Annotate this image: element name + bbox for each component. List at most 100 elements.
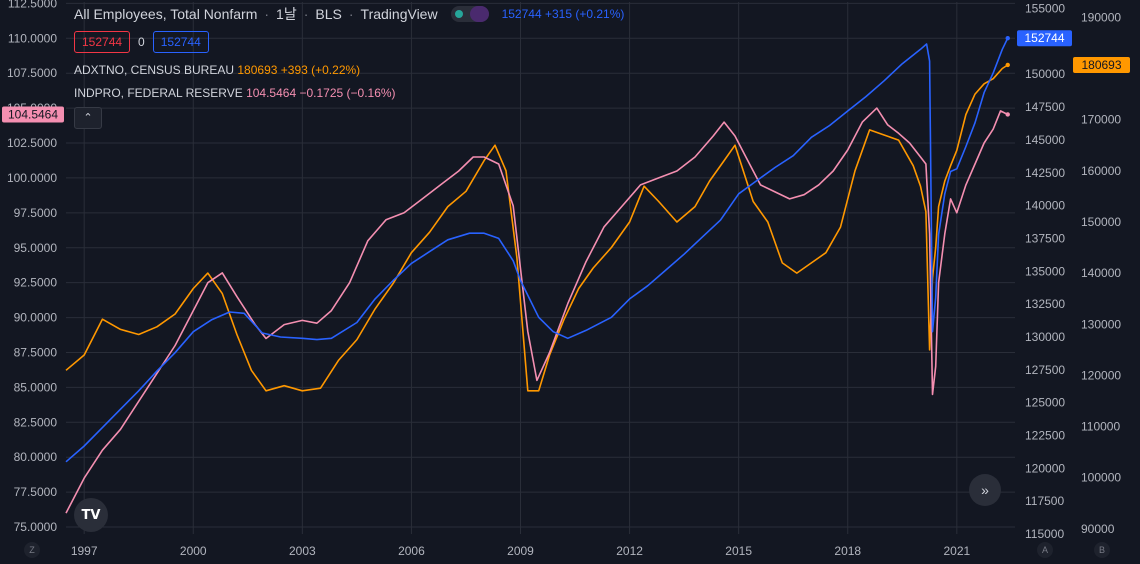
y-tick-label-left: 102.5000 <box>7 136 57 150</box>
adxtno-price-badge-bg <box>1073 56 1130 73</box>
y-tick-label-left: 90.0000 <box>14 311 58 325</box>
indpro-change: −0.1725 (−0.16%) <box>299 86 396 100</box>
series-lines <box>65 36 1010 514</box>
payems-price-badge-bg <box>1017 30 1072 47</box>
y-tick-label-right-inner: 137500 <box>1025 231 1065 245</box>
y-tick-label-right-outer: 130000 <box>1081 317 1121 331</box>
toggle-half <box>469 6 489 22</box>
y-tick-label-left: 87.5000 <box>14 345 58 359</box>
x-tick-label: 1997 <box>71 544 98 558</box>
chart-platform: TradingView <box>360 6 438 22</box>
y-tick-label-right-inner: 117500 <box>1025 494 1064 508</box>
chevron-up-icon: ⌃ <box>83 111 93 124</box>
y-tick-label-right-outer: 100000 <box>1081 471 1121 485</box>
y-tick-label-right-inner: 125000 <box>1025 396 1065 410</box>
market-status-toggle[interactable] <box>450 6 489 22</box>
payems-line-last-point <box>1005 36 1010 41</box>
chart-source: BLS <box>315 6 342 22</box>
y-tick-label-right-inner: 122500 <box>1025 428 1065 442</box>
y-tick-label-right-inner: 120000 <box>1025 461 1065 475</box>
legend-separator: · <box>348 6 354 22</box>
indpro-price-badge-label: 104.5464 <box>8 107 58 121</box>
adxtno-value: 180693 <box>237 63 278 77</box>
y-tick-label-right-inner: 140000 <box>1025 199 1065 213</box>
main-value-number: 152744 <box>501 7 542 21</box>
legend-collapse-button[interactable]: ⌃ <box>74 107 102 129</box>
y-tick-label-right-outer: 90000 <box>1081 522 1115 536</box>
y-tick-label-right-inner: 147500 <box>1025 100 1065 114</box>
indpro-line <box>65 107 1009 514</box>
status-dot-icon <box>454 10 463 18</box>
adxtno-change: +393 (+0.22%) <box>280 63 361 77</box>
y-tick-label-right-outer: 110000 <box>1081 420 1120 434</box>
main-value-change: +315 (+0.21%) <box>544 7 625 21</box>
x-tick-label: 2003 <box>289 544 316 558</box>
adxtno-price-badge-label: 180693 <box>1081 58 1121 72</box>
y-tick-label-right-inner: 132500 <box>1025 297 1065 311</box>
zoom-reset-button[interactable]: Z <box>24 542 40 558</box>
x-tick-label: 2021 <box>943 544 970 558</box>
y-tick-label-right-inner: 155000 <box>1025 2 1065 16</box>
indpro-line-last-point <box>1005 112 1010 117</box>
indpro-value: 104.5464 <box>246 86 297 100</box>
chart-title: All Employees, Total Nonfarm <box>74 6 258 22</box>
y-tick-label-right-outer: 120000 <box>1081 368 1121 382</box>
sell-price-box[interactable]: 152744 <box>74 31 131 53</box>
y-tick-label-right-outer: 170000 <box>1081 113 1121 127</box>
legend-separator: · <box>303 6 309 22</box>
main-series-value: 152744 +315 (+0.21%) <box>502 8 625 20</box>
scroll-to-realtime-button[interactable]: » <box>969 474 1001 506</box>
y-tick-label-left: 82.5000 <box>14 415 58 429</box>
x-tick-label: 2015 <box>725 544 752 558</box>
chart-legend: All Employees, Total Nonfarm · 1날 · BLS … <box>74 6 624 129</box>
legend-series-indpro[interactable]: INDPRO, FEDERAL RESERVE 104.5464 −0.1725… <box>74 87 624 99</box>
y-tick-label-right-inner: 145000 <box>1025 133 1065 147</box>
y-tick-label-left: 75.0000 <box>14 520 58 534</box>
payems-line <box>65 37 1009 463</box>
y-tick-label-right-outer: 160000 <box>1081 164 1121 178</box>
y-tick-label-right-inner: 142500 <box>1025 166 1065 180</box>
y-tick-label-right-outer: 150000 <box>1081 215 1121 229</box>
y-tick-label-right-inner: 150000 <box>1025 67 1065 81</box>
legend-separator: · <box>264 6 270 22</box>
y-tick-label-left: 95.0000 <box>14 241 58 255</box>
legend-series-adxtno[interactable]: ADXTNO, CENSUS BUREAU 180693 +393 (+0.22… <box>74 64 624 76</box>
y-tick-label-right-inner: 135000 <box>1025 264 1065 278</box>
price-badges: 152744 180693 104.5464 <box>2 30 1130 123</box>
adxtno-line-last-point <box>1005 62 1010 68</box>
grid <box>66 2 1015 534</box>
x-tick-label: 2018 <box>834 544 861 558</box>
indpro-price-badge-bg <box>2 106 64 123</box>
left-axis: 75.0000 77.5000 80.0000 82.5000 85.0000 87.50… <box>7 0 57 534</box>
chart-interval[interactable]: 1날 <box>276 6 297 22</box>
y-tick-label-right-inner: 115000 <box>1025 527 1064 541</box>
y-tick-label-left: 110.0000 <box>8 31 57 45</box>
payems-price-badge: 152744 <box>1017 30 1072 47</box>
y-tick-label-right-inner: 127500 <box>1025 363 1065 377</box>
y-tick-label-left: 77.5000 <box>14 485 58 499</box>
y-tick-label-right-outer: 190000 <box>1081 10 1121 24</box>
y-tick-label-left: 112.5000 <box>8 0 57 10</box>
indpro-name: INDPRO, FEDERAL RESERVE <box>74 86 243 100</box>
adxtno-price-badge: 180693 <box>1073 56 1130 73</box>
right-outer-axis: 90000 100000 110000 120000 130000 140000 15000… <box>1081 10 1121 536</box>
tradingview-logo[interactable]: TV <box>74 498 108 532</box>
x-axis: 1997 2000 2003 2006 2009 2012 2015 2018 2021 <box>71 544 971 558</box>
x-tick-label: 2009 <box>507 544 534 558</box>
buy-price-box[interactable]: 152744 <box>152 31 209 53</box>
y-tick-label-left: 92.5000 <box>14 276 58 290</box>
x-tick-label: 2006 <box>398 544 425 558</box>
y-tick-label-right-outer: 140000 <box>1081 266 1121 280</box>
double-chevron-right-icon: » <box>981 482 989 498</box>
x-tick-label: 2000 <box>180 544 207 558</box>
x-tick-label: 2012 <box>616 544 643 558</box>
spread-value: 0 <box>138 35 145 49</box>
y-tick-label-left: 100.0000 <box>7 171 57 185</box>
y-tick-label-left: 85.0000 <box>14 380 58 394</box>
auto-scale-button-a[interactable]: A <box>1037 542 1053 558</box>
adxtno-name: ADXTNO, CENSUS BUREAU <box>74 63 235 77</box>
payems-price-badge-label: 152744 <box>1024 31 1064 45</box>
auto-scale-button-b[interactable]: B <box>1094 542 1110 558</box>
